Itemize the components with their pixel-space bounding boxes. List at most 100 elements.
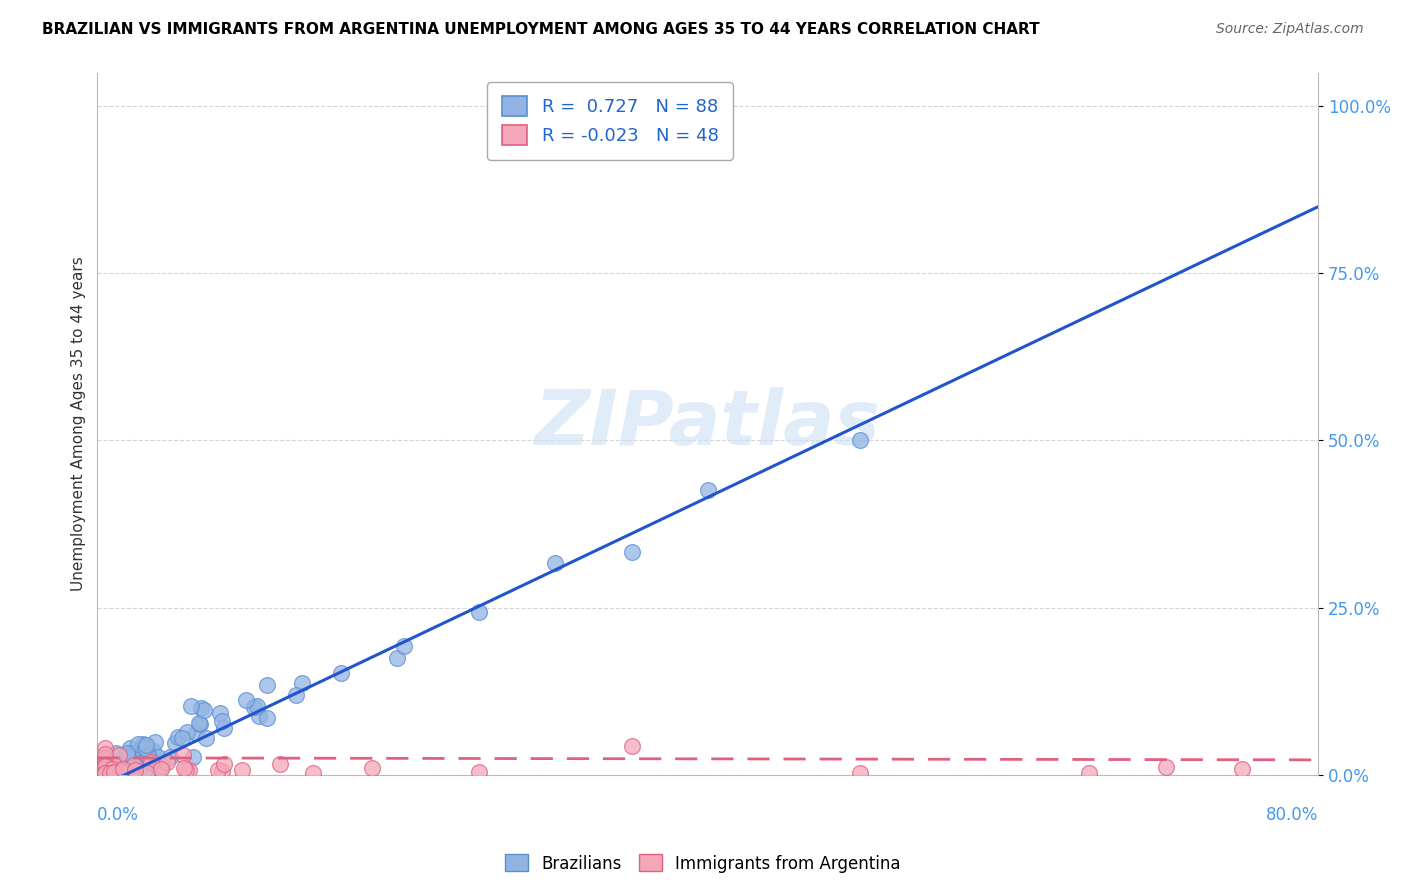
Point [132, 737, 155, 751]
Point [291, 676, 314, 690]
Point [256, 678, 278, 692]
Point [94, 759, 117, 773]
Point [212, 721, 235, 735]
Point [156, 755, 179, 769]
Point [98, 764, 121, 779]
Point [211, 764, 233, 778]
Point [385, 650, 408, 665]
Point [94, 756, 117, 770]
Point [468, 764, 491, 779]
Point [242, 700, 264, 714]
Point [117, 747, 139, 761]
Point [159, 750, 181, 764]
Point [117, 749, 139, 764]
Point [122, 747, 145, 762]
Point [127, 737, 149, 751]
Point [94, 750, 117, 764]
Point [620, 545, 643, 559]
Point [207, 764, 229, 778]
Point [246, 698, 269, 713]
Point [94, 765, 117, 780]
Point [108, 764, 131, 779]
Point [107, 747, 129, 762]
Point [211, 714, 233, 729]
Point [135, 751, 157, 765]
Point [94, 757, 117, 772]
Point [110, 765, 132, 780]
Point [165, 736, 187, 750]
Point [124, 761, 146, 775]
Point [122, 765, 145, 780]
Point [173, 748, 195, 763]
Point [284, 689, 307, 703]
Point [94, 751, 117, 765]
Point [94, 747, 117, 761]
Text: ZIPatlas: ZIPatlas [534, 387, 880, 461]
Point [135, 738, 157, 752]
Point [150, 762, 173, 776]
Point [136, 765, 159, 780]
Point [620, 739, 643, 754]
Legend: Brazilians, Immigrants from Argentina: Brazilians, Immigrants from Argentina [498, 847, 908, 880]
Point [108, 764, 131, 779]
Point [94, 740, 117, 755]
Point [94, 759, 117, 773]
Point [101, 764, 124, 778]
Point [193, 702, 215, 716]
Text: Source: ZipAtlas.com: Source: ZipAtlas.com [1216, 22, 1364, 37]
Text: BRAZILIAN VS IMMIGRANTS FROM ARGENTINA UNEMPLOYMENT AMONG AGES 35 TO 44 YEARS CO: BRAZILIAN VS IMMIGRANTS FROM ARGENTINA U… [42, 22, 1040, 37]
Point [121, 746, 143, 760]
Point [134, 741, 156, 756]
Point [195, 731, 218, 745]
Point [120, 740, 142, 755]
Point [94, 764, 117, 779]
Point [107, 761, 129, 775]
Point [212, 757, 235, 772]
Point [186, 726, 208, 740]
Point [143, 734, 166, 748]
Point [111, 757, 134, 772]
Point [181, 749, 204, 764]
Point [94, 765, 117, 780]
Point [167, 730, 190, 744]
Point [209, 706, 232, 721]
Point [124, 764, 146, 778]
Point [148, 750, 170, 764]
Point [94, 764, 117, 778]
Point [1154, 760, 1177, 774]
Point [394, 640, 416, 654]
Point [94, 764, 117, 778]
Point [94, 764, 117, 778]
Point [468, 605, 491, 619]
Point [98, 764, 121, 779]
Point [139, 755, 162, 769]
Legend: R =  0.727   N = 88, R = -0.023   N = 48: R = 0.727 N = 88, R = -0.023 N = 48 [488, 82, 733, 160]
Point [112, 765, 135, 780]
Point [170, 731, 193, 745]
Point [94, 763, 117, 777]
Point [114, 764, 136, 779]
Text: 0.0%: 0.0% [97, 806, 139, 824]
Point [94, 764, 117, 779]
Point [94, 759, 117, 773]
Point [136, 749, 159, 764]
Point [94, 764, 117, 779]
Point [94, 757, 117, 772]
Point [1078, 765, 1101, 780]
Point [97, 757, 120, 772]
Point [849, 765, 872, 780]
Point [302, 765, 325, 780]
Point [108, 757, 131, 772]
Point [97, 764, 120, 779]
Point [105, 765, 128, 780]
Point [122, 758, 145, 772]
Point [173, 760, 195, 774]
Point [96, 762, 118, 776]
Point [190, 701, 212, 715]
Point [188, 717, 211, 731]
Point [94, 754, 117, 768]
Point [104, 746, 127, 760]
Point [98, 763, 121, 777]
Point [104, 764, 127, 779]
Point [94, 756, 117, 771]
